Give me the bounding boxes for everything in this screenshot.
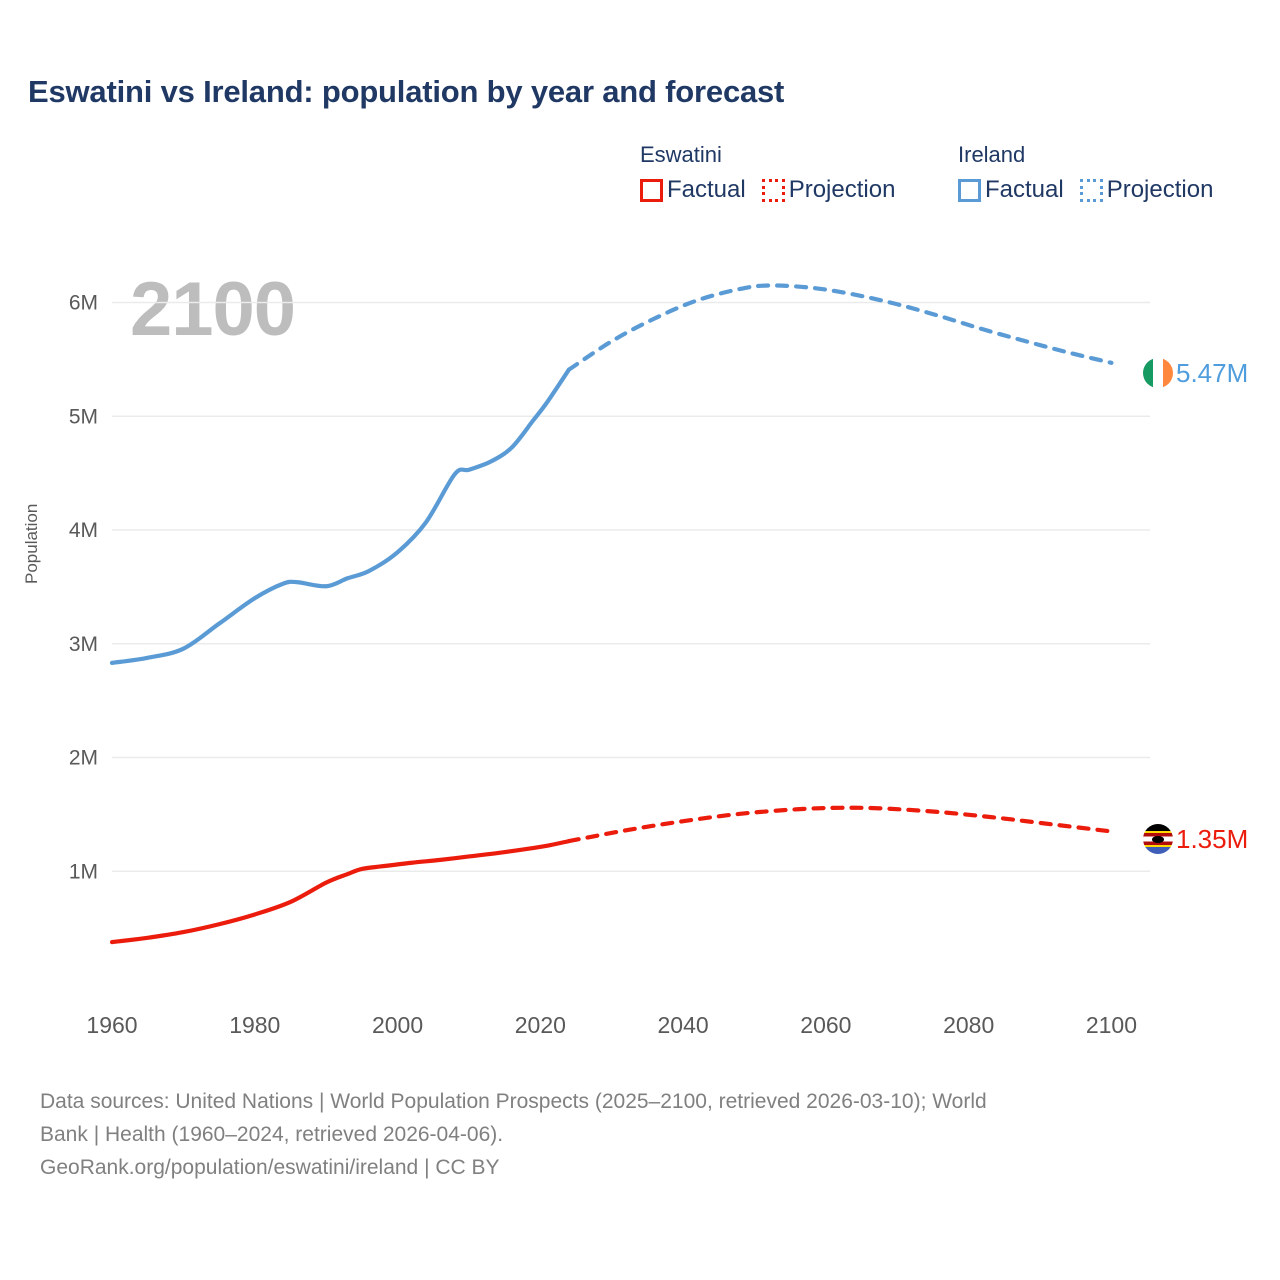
footer-line: GeoRank.org/population/eswatini/ireland … xyxy=(40,1156,500,1179)
end-label-value: 1.35M xyxy=(1176,824,1249,854)
y-axis-tick-label: 5M xyxy=(69,405,98,428)
legend-item-label: Projection xyxy=(788,176,896,203)
x-axis-tick-label: 2080 xyxy=(943,1012,994,1038)
legend-item-label: Factual xyxy=(985,176,1064,203)
x-axis-tick-label: 1960 xyxy=(86,1012,137,1038)
x-axis-tick-label: 2000 xyxy=(372,1012,423,1038)
x-axis-tick-label: 2020 xyxy=(515,1012,566,1038)
legend-item-label: Projection xyxy=(1106,176,1214,203)
x-axis-tick-label: 2040 xyxy=(658,1012,709,1038)
legend-item-eswatini-factual[interactable]: Factual xyxy=(640,178,746,202)
end-label-eswatini: 1.35M xyxy=(1143,824,1248,854)
y-axis-tick-labels: 1M 2M 3M 4M 5M 6M xyxy=(69,292,98,884)
x-axis-tick-labels: 1960 1980 2000 2020 2040 2060 2080 2100 xyxy=(86,1012,1137,1038)
footer-line: Bank | Health (1960–2024, retrieved 2026… xyxy=(40,1123,504,1146)
legend-swatch-dotted-icon xyxy=(1079,178,1103,202)
end-label-value: 5.47M xyxy=(1176,358,1249,388)
legend-swatch-solid-icon xyxy=(640,178,663,202)
gridlines xyxy=(112,301,1150,873)
series-lines xyxy=(109,283,1114,945)
y-axis-tick-label: 2M xyxy=(69,747,98,770)
end-label-ireland: 5.47M xyxy=(1143,358,1248,388)
legend-swatch-solid-icon xyxy=(958,178,981,202)
legend-swatch-dotted-icon xyxy=(761,178,785,202)
y-axis-tick-label: 1M xyxy=(69,860,98,883)
legend-item-ireland-factual[interactable]: Factual xyxy=(958,178,1064,202)
watermark-year: 2100 xyxy=(130,267,296,352)
legend-item-eswatini-projection[interactable]: Projection xyxy=(761,176,896,203)
legend-item-ireland-projection[interactable]: Projection xyxy=(1079,176,1214,203)
ireland-flag-icon xyxy=(1143,358,1173,388)
legend-group-eswatini: Eswatini Factual Projection xyxy=(640,142,895,202)
footer-line: Data sources: United Nations | World Pop… xyxy=(40,1090,987,1113)
y-axis-tick-label: 3M xyxy=(69,633,98,656)
eswatini-flag-icon xyxy=(1143,824,1173,854)
chart-legend: Eswatini Factual Projection Ireland Fact… xyxy=(640,142,1260,224)
eswatini-shield-icon xyxy=(1152,835,1164,843)
x-axis-tick-label: 2100 xyxy=(1086,1012,1137,1038)
legend-group-title-ireland: Ireland xyxy=(958,142,1026,167)
legend-group-ireland: Ireland Factual Projection xyxy=(958,142,1213,202)
y-axis-tick-label: 4M xyxy=(69,519,98,542)
series-line-eswatini-projection xyxy=(566,805,1114,844)
series-line-ireland-projection xyxy=(566,283,1114,372)
x-axis-tick-label: 2060 xyxy=(800,1012,851,1038)
x-axis-tick-label: 1980 xyxy=(229,1012,280,1038)
chart-footer: Data sources: United Nations | World Pop… xyxy=(40,1085,1240,1184)
series-line-eswatini-factual xyxy=(109,839,571,945)
y-axis-tick-label: 6M xyxy=(69,292,98,315)
page-title: Eswatini vs Ireland: population by year … xyxy=(28,74,785,109)
legend-item-label: Factual xyxy=(667,176,746,203)
series-line-ireland-factual xyxy=(109,367,571,665)
legend-group-title-eswatini: Eswatini xyxy=(640,142,722,167)
